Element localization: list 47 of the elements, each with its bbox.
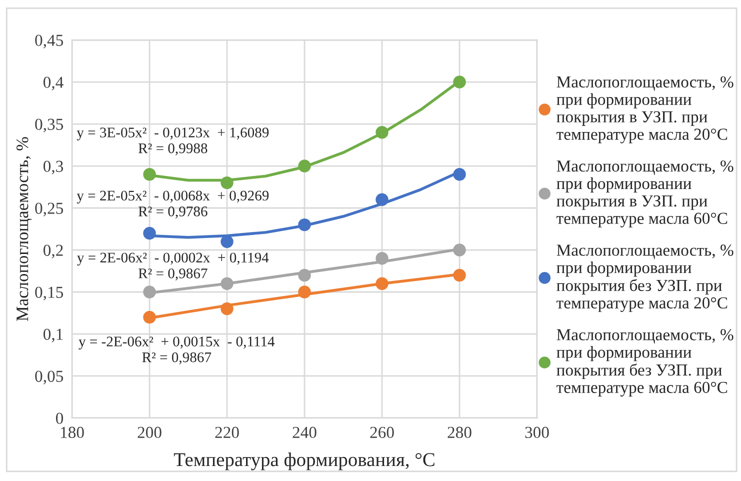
x-tick-label: 200 [138, 426, 162, 438]
point [298, 268, 311, 282]
y-axis-title: Маслопоглощаемость, % [16, 137, 32, 321]
x-tick-label: 240 [292, 426, 316, 438]
legend-label: Маслопоглощаемость, % при формировании покрытия без УЗП. при температуре масла 20°C [556, 244, 734, 312]
y-tick-label: 0,25 [35, 202, 64, 216]
x-tick-label: 180 [60, 426, 84, 438]
y-tick-label: 0 [56, 412, 64, 424]
x-axis-title: Температура формирования, °C [174, 452, 434, 470]
point [143, 286, 156, 298]
x-tick-label: 220 [215, 426, 239, 438]
point [220, 176, 234, 190]
point [376, 277, 388, 290]
annotation: y = 2E-06x² - 0,0002x + 0,1194 R² = 0,9867 [77, 252, 269, 280]
point [376, 252, 388, 265]
y-tick-label: 0,3 [43, 160, 64, 174]
x-tick-label: 300 [525, 426, 549, 438]
legend-label: Маслопоглощаемость, % при формировании покрытия в УЗП. при температуре масла 60°C [556, 160, 734, 228]
point [143, 310, 156, 324]
point [376, 193, 388, 206]
point [220, 302, 234, 316]
point [453, 76, 466, 88]
point [453, 268, 466, 282]
x-tick-label: 280 [448, 426, 472, 438]
point [143, 168, 156, 181]
y-tick-label: 0,2 [43, 244, 63, 258]
point [220, 277, 234, 290]
y-tick-label: 0,4 [43, 76, 64, 90]
y-tick-label: 0,15 [35, 286, 64, 300]
point [376, 126, 388, 139]
point [298, 160, 311, 172]
x-tick-label: 260 [370, 426, 394, 438]
point [298, 218, 311, 232]
point [143, 226, 156, 240]
y-tick-label: 0,35 [35, 118, 64, 132]
annotation: y = -2E-06x² + 0,0015x - 0,1114 R² = 0,9867 [78, 336, 275, 364]
point [453, 244, 466, 256]
point [298, 286, 311, 298]
point [453, 168, 466, 181]
y-tick-label: 0,45 [35, 34, 64, 48]
legend-label: Маслопоглощаемость, % при формировании покрытия без УЗП. при температуре масла 60°C [556, 329, 734, 396]
annotation: y = 2E-05x² - 0,0068x + 0,9269 R² = 0,9786 [76, 190, 269, 218]
legend-label: Маслопоглощаемость, % при формировании покрытия в УЗП. при температуре масла 20°C [556, 76, 734, 144]
y-tick-label: 0,1 [43, 328, 63, 342]
point [220, 235, 234, 248]
y-tick-label: 0,05 [35, 370, 64, 384]
annotation: y = 3E-05x² - 0,0123x + 1,6089 R² = 0,9988 [76, 128, 269, 156]
